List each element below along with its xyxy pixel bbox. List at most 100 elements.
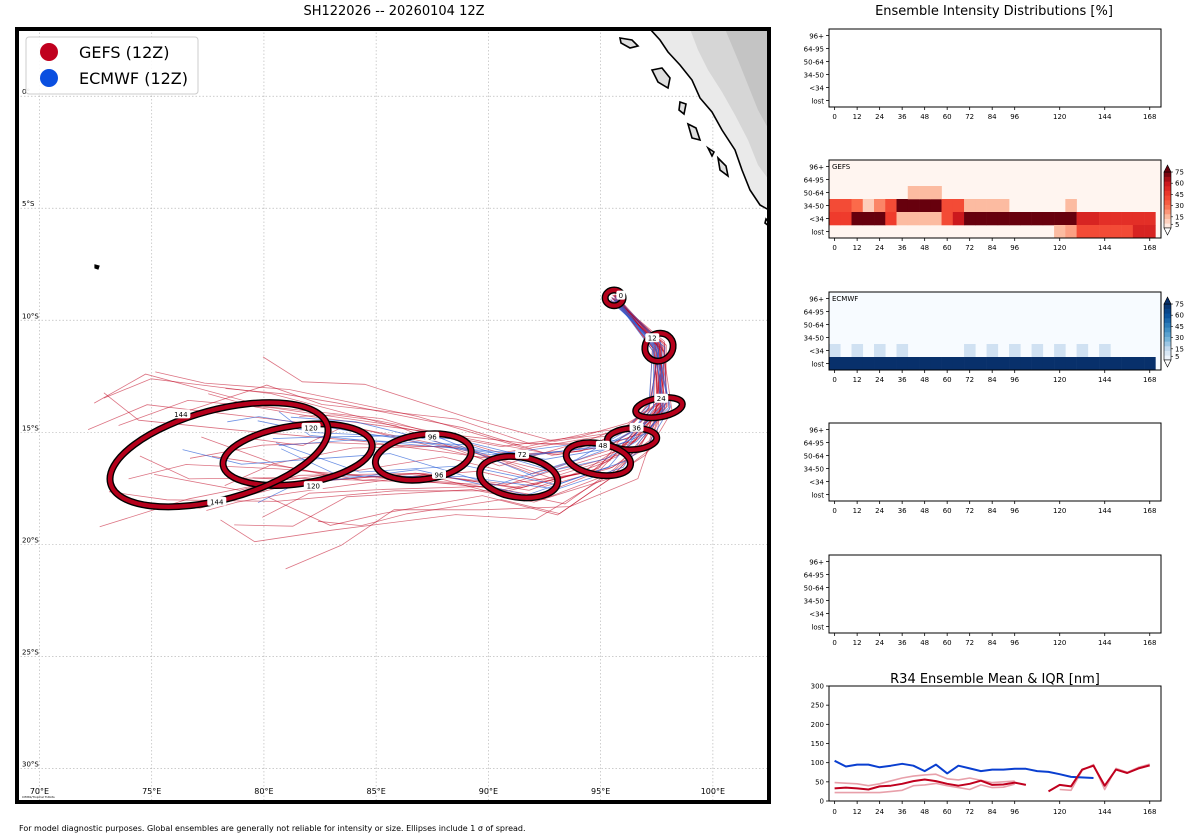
intensity-x-label: 60 bbox=[943, 244, 952, 252]
intensity-cell bbox=[1087, 357, 1100, 371]
intensity-cell bbox=[851, 344, 864, 358]
lat-tick-label: 30°S bbox=[22, 760, 39, 768]
intensity-y-label: 96+ bbox=[809, 427, 824, 435]
intensity-x-label: 24 bbox=[875, 507, 884, 515]
intensity-x-label: 84 bbox=[988, 507, 997, 515]
intensity-cell bbox=[1144, 225, 1156, 239]
footer-note: For model diagnostic purposes. Global en… bbox=[19, 824, 526, 833]
ecmwf-track bbox=[182, 300, 660, 486]
intensity-cell bbox=[1132, 212, 1145, 226]
intensity-cell bbox=[919, 186, 931, 200]
ellipse-hour-label: 72 bbox=[515, 449, 530, 459]
r34-y-label: 0 bbox=[820, 798, 824, 806]
intensity-cell bbox=[975, 357, 987, 371]
intensity-x-label: 120 bbox=[1053, 639, 1066, 647]
intensity-cell bbox=[1099, 212, 1111, 226]
intensity-x-label: 36 bbox=[898, 639, 907, 647]
gefs-track bbox=[220, 299, 661, 543]
intensity-cell bbox=[829, 212, 841, 226]
intensity-y-label: 50-64 bbox=[804, 190, 825, 198]
intensity-x-label: 12 bbox=[853, 376, 862, 384]
intensity-cell bbox=[930, 357, 942, 371]
gefs-track bbox=[99, 296, 661, 528]
panel-model-label: ECMWF bbox=[832, 295, 858, 303]
intensity-cell bbox=[930, 199, 942, 213]
intensity-panel-gefs: GEFS 96+ 64-95 50-64 34-50 <34 lost 0 12 24 36 48 60… bbox=[804, 159, 1184, 252]
r34-y-label: 50 bbox=[815, 778, 824, 786]
intensity-x-label: 12 bbox=[853, 113, 862, 121]
intensity-cell bbox=[840, 357, 852, 371]
intensity-cell bbox=[1065, 225, 1077, 239]
intensity-cell bbox=[896, 357, 909, 371]
island-2 bbox=[650, 67, 671, 90]
lat-tick-label: 10°S bbox=[22, 312, 39, 320]
intensity-x-label: 144 bbox=[1098, 244, 1112, 252]
intensity-cell bbox=[964, 357, 976, 371]
intensity-y-label: lost bbox=[811, 624, 824, 632]
intensity-cell bbox=[1099, 357, 1111, 371]
map-watermark: CIMSS/Tropical Tidbits bbox=[22, 795, 55, 799]
colorbar-tick-label: 45 bbox=[1175, 191, 1184, 199]
intensity-x-label: 24 bbox=[875, 639, 884, 647]
colorbar-tick-label: 15 bbox=[1175, 213, 1184, 221]
intensity-cell bbox=[997, 199, 1010, 213]
intensity-cell bbox=[829, 199, 841, 213]
intensity-x-label: 84 bbox=[988, 639, 997, 647]
intensity-x-label: 36 bbox=[898, 113, 907, 121]
island-4 bbox=[686, 122, 702, 142]
r34-x-label: 48 bbox=[920, 808, 929, 816]
ellipse-hour-label: 0 bbox=[616, 290, 626, 300]
intensity-x-label: 168 bbox=[1143, 507, 1156, 515]
r34-y-label: 300 bbox=[811, 683, 824, 691]
intensity-cell bbox=[1065, 199, 1077, 213]
intensity-cell bbox=[1076, 344, 1089, 358]
intensity-y-label: 34-50 bbox=[804, 203, 824, 211]
intensity-x-label: 96 bbox=[1010, 507, 1019, 515]
intensity-cell bbox=[952, 357, 965, 371]
intensity-cell bbox=[829, 357, 841, 371]
intensity-x-label: 120 bbox=[1053, 113, 1066, 121]
island-3 bbox=[678, 100, 687, 116]
intensity-y-label: 34-50 bbox=[804, 598, 824, 606]
intensity-cell bbox=[1087, 225, 1100, 239]
intensity-x-label: 144 bbox=[1098, 376, 1112, 384]
gefs-track bbox=[285, 300, 673, 570]
r34-y-label: 150 bbox=[811, 740, 824, 748]
intensity-x-label: 0 bbox=[832, 244, 836, 252]
map-title: SH122026 -- 20260104 12Z bbox=[303, 4, 484, 19]
legend-gefs-label: GEFS (12Z) bbox=[79, 43, 169, 62]
intensity-cell bbox=[1020, 357, 1032, 371]
intensity-cell bbox=[986, 344, 999, 358]
intensity-panel-ecmwf: ECMWF 96+ 64-95 50-64 34-50 <34 lost 0 12 24 36 48 6… bbox=[804, 291, 1184, 384]
forecast-ellipse-120 bbox=[219, 420, 376, 489]
intensity-cell bbox=[1054, 212, 1066, 226]
intensity-y-label: <34 bbox=[809, 479, 824, 487]
intensity-x-label: 96 bbox=[1010, 376, 1019, 384]
intensity-cell bbox=[874, 344, 886, 358]
intensity-cell bbox=[997, 212, 1010, 226]
svg-text:144: 144 bbox=[174, 411, 188, 419]
r34-title: R34 Ensemble Mean & IQR [nm] bbox=[890, 672, 1100, 687]
intensity-cell bbox=[907, 199, 920, 213]
island-1 bbox=[618, 37, 640, 49]
intensity-y-label: 50-64 bbox=[804, 59, 825, 67]
intensity-y-label: <34 bbox=[809, 348, 824, 356]
intensity-cell bbox=[874, 357, 886, 371]
intensity-x-label: 36 bbox=[898, 507, 907, 515]
intensity-x-label: 72 bbox=[965, 113, 974, 121]
r34-x-label: 24 bbox=[875, 808, 884, 816]
colorbar-tick-label: 30 bbox=[1175, 334, 1184, 342]
intensity-x-label: 48 bbox=[920, 376, 929, 384]
map-legend: GEFS (12Z) ECMWF (12Z) bbox=[25, 36, 199, 95]
ellipse-hour-label: 144 bbox=[171, 409, 191, 419]
intensity-cell bbox=[964, 212, 976, 226]
svg-text:48: 48 bbox=[598, 442, 607, 450]
intensity-cell bbox=[930, 186, 942, 200]
intensity-cell bbox=[1054, 357, 1066, 371]
intensity-x-label: 168 bbox=[1143, 113, 1156, 121]
lon-tick-label: 95°E bbox=[591, 787, 610, 796]
colorbar-tick-label: 60 bbox=[1175, 312, 1184, 320]
svg-text:120: 120 bbox=[307, 483, 320, 491]
intensity-cell bbox=[1121, 357, 1134, 371]
intensity-cell bbox=[919, 212, 931, 226]
